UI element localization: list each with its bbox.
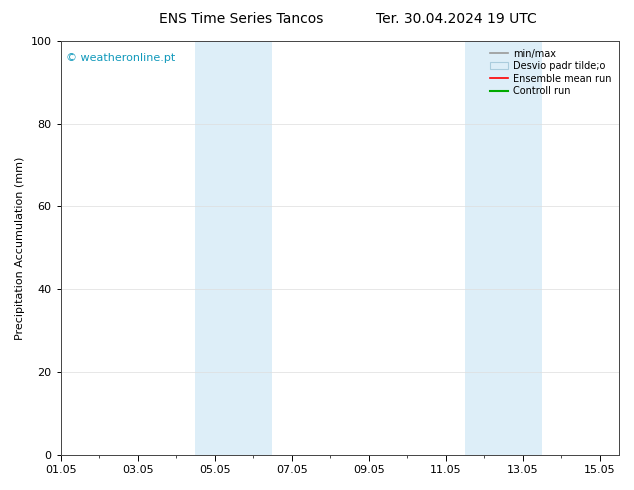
Text: Ter. 30.04.2024 19 UTC: Ter. 30.04.2024 19 UTC xyxy=(376,12,537,26)
Bar xyxy=(465,41,542,455)
Bar xyxy=(195,41,273,455)
Legend: min/max, Desvio padr tilde;o, Ensemble mean run, Controll run: min/max, Desvio padr tilde;o, Ensemble m… xyxy=(488,46,614,99)
Text: © weatheronline.pt: © weatheronline.pt xyxy=(66,53,176,64)
Y-axis label: Precipitation Accumulation (mm): Precipitation Accumulation (mm) xyxy=(15,156,25,340)
Text: ENS Time Series Tancos: ENS Time Series Tancos xyxy=(158,12,323,26)
